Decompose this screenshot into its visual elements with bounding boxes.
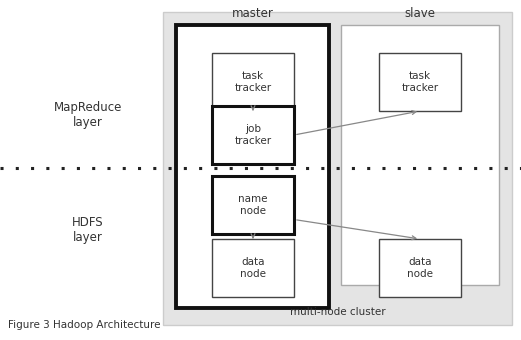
Text: data
node: data node: [240, 257, 266, 279]
Text: data
node: data node: [407, 257, 433, 279]
Text: slave: slave: [404, 7, 436, 20]
Text: name
node: name node: [238, 194, 268, 216]
Bar: [212, 239, 294, 297]
Text: job
tracker: job tracker: [234, 124, 271, 146]
Text: task
tracker: task tracker: [402, 71, 439, 93]
Bar: [212, 176, 294, 234]
Text: master: master: [231, 7, 274, 20]
Text: task
tracker: task tracker: [234, 71, 271, 93]
Bar: [163, 12, 512, 325]
Bar: [176, 25, 329, 308]
Text: Figure 3 Hadoop Architecture: Figure 3 Hadoop Architecture: [8, 320, 160, 330]
Text: MapReduce
layer: MapReduce layer: [54, 101, 122, 129]
Bar: [212, 53, 294, 111]
Bar: [379, 53, 461, 111]
Bar: [379, 239, 461, 297]
Text: HDFS
layer: HDFS layer: [72, 216, 104, 244]
Text: multi-node cluster: multi-node cluster: [290, 307, 386, 317]
Bar: [341, 25, 499, 285]
Bar: [212, 106, 294, 164]
